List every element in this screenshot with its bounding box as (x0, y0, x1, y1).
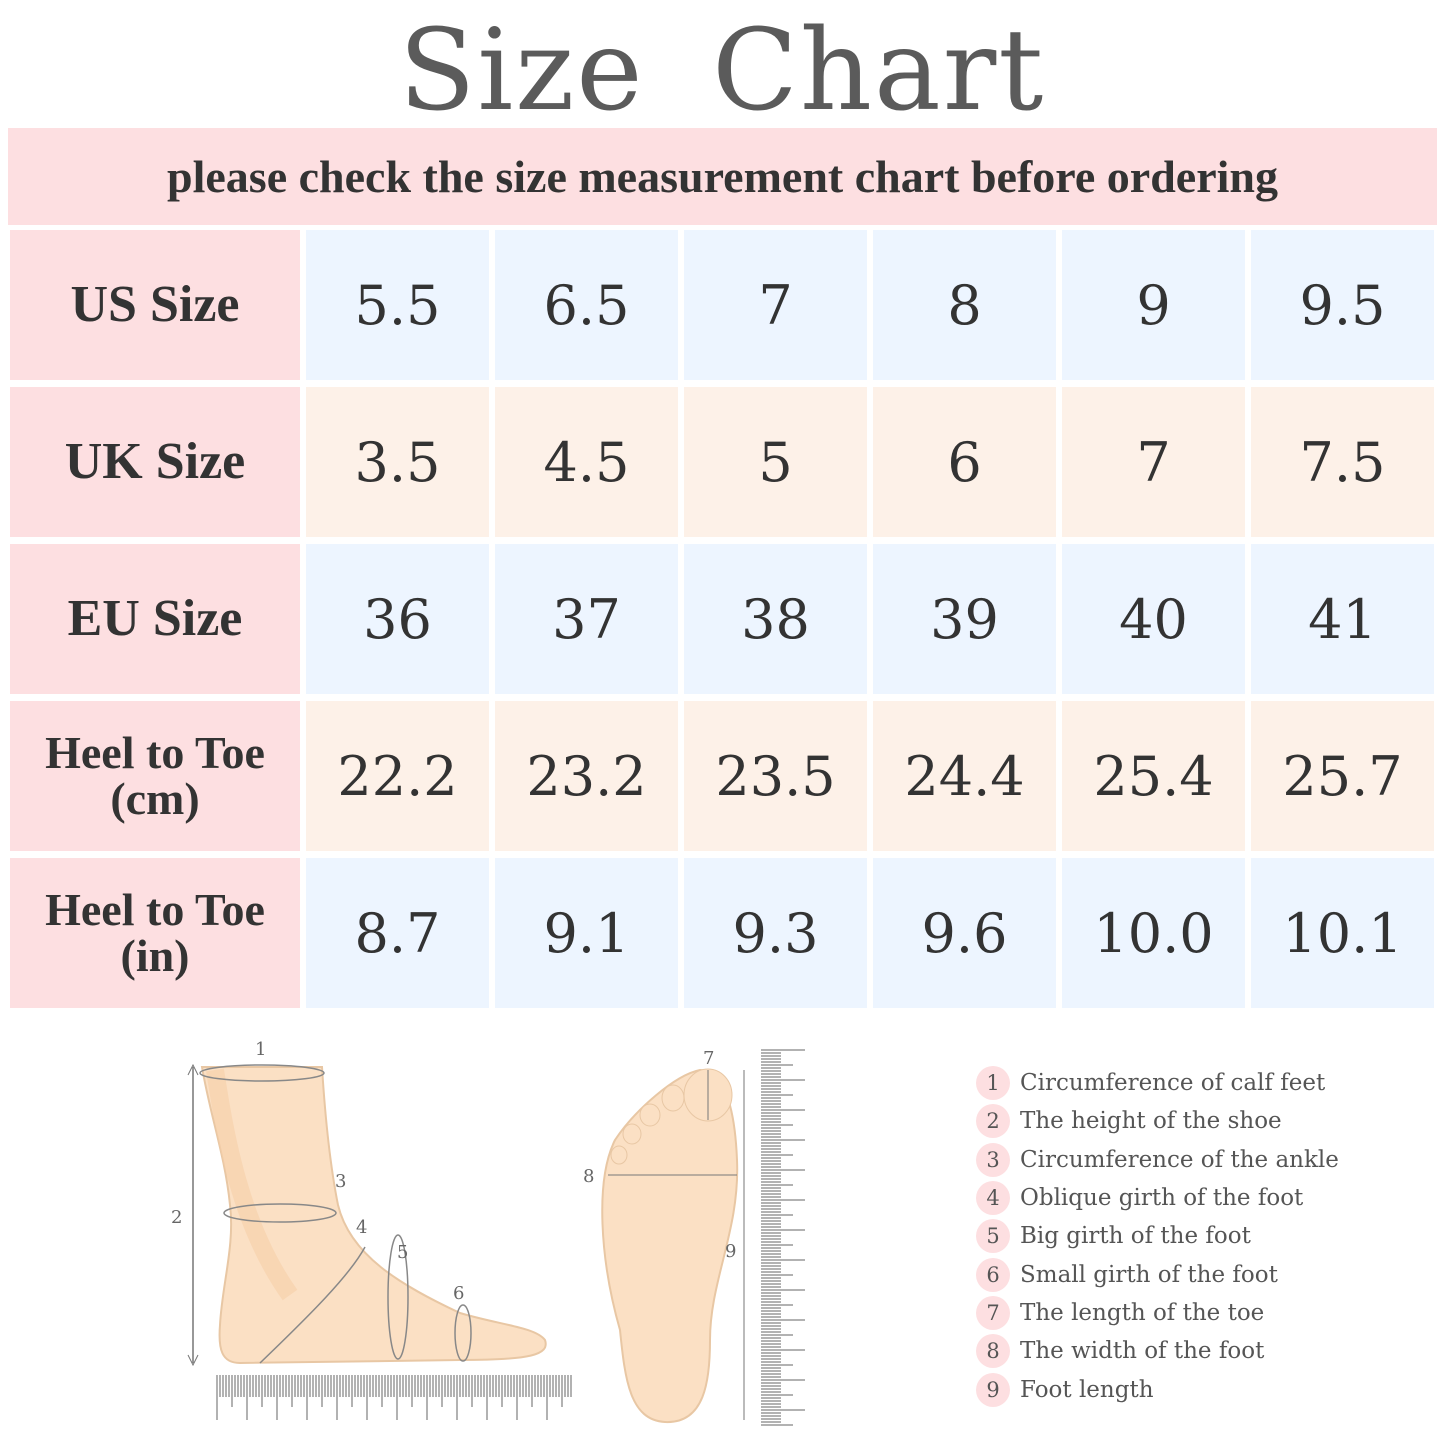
table-cell: 25.7 (1251, 701, 1434, 851)
diagram-number-6: 6 (453, 1283, 464, 1304)
legend-text: Big girth of the foot (1020, 1223, 1251, 1250)
table-cell: 36 (306, 544, 489, 694)
side-foot-illustration: 1 2 3 4 5 6 (171, 1039, 572, 1420)
table-cell: 5 (684, 387, 867, 537)
diagram-number-8: 8 (583, 1166, 594, 1187)
table-cell: 10.1 (1251, 858, 1434, 1008)
table-cell: 23.5 (684, 701, 867, 851)
instruction-banner: please check the size measurement chart … (8, 128, 1437, 225)
table-cell: 8.7 (306, 858, 489, 1008)
table-cell: 9.1 (495, 858, 678, 1008)
diagram-number-2: 2 (171, 1207, 182, 1228)
legend-item: 4 Oblique girth of the foot (976, 1179, 1339, 1217)
legend-text: The width of the foot (1020, 1338, 1265, 1365)
legend-text: Foot length (1020, 1376, 1154, 1403)
table-row: Heel to Toe (in) 8.7 9.1 9.3 9.6 10.0 10.1 (10, 858, 1434, 1008)
legend-text: Circumference of calf feet (1020, 1070, 1326, 1097)
table-cell: 24.4 (873, 701, 1056, 851)
legend-text: Small girth of the foot (1020, 1261, 1278, 1288)
table-cell: 9.5 (1251, 230, 1434, 380)
table-cell: 7 (684, 230, 867, 380)
table-cell: 22.2 (306, 701, 489, 851)
table-cell: 39 (873, 544, 1056, 694)
row-label: Heel to Toe (cm) (10, 701, 300, 851)
legend-item: 2 The height of the shoe (976, 1102, 1339, 1140)
legend-item: 9 Foot length (976, 1370, 1339, 1408)
table-cell: 37 (495, 544, 678, 694)
legend-number-badge: 5 (976, 1219, 1010, 1254)
measurement-legend: 1 Circumference of calf feet 2 The height o… (976, 1064, 1339, 1409)
row-label: UK Size (10, 387, 300, 537)
table-cell: 9.6 (873, 858, 1056, 1008)
table-cell: 40 (1062, 544, 1245, 694)
diagram-number-3: 3 (335, 1171, 346, 1192)
diagram-number-4: 4 (356, 1217, 367, 1238)
table-row: US Size 5.5 6.5 7 8 9 9.5 (10, 230, 1434, 380)
diagram-number-9: 9 (725, 1241, 736, 1262)
page-title: Size Chart (398, 6, 1046, 136)
table-cell: 9 (1062, 230, 1245, 380)
legend-number-badge: 1 (976, 1066, 1010, 1101)
legend-number-badge: 8 (976, 1334, 1010, 1369)
diagram-number-1: 1 (255, 1039, 266, 1060)
diagram-number-7: 7 (703, 1048, 714, 1069)
legend-item: 1 Circumference of calf feet (976, 1064, 1339, 1102)
table-cell: 7.5 (1251, 387, 1434, 537)
legend-text: The height of the shoe (1020, 1108, 1282, 1135)
legend-number-badge: 3 (976, 1142, 1010, 1177)
legend-item: 6 Small girth of the foot (976, 1255, 1339, 1293)
legend-text: Circumference of the ankle (1020, 1146, 1339, 1173)
row-label: EU Size (10, 544, 300, 694)
legend-number-badge: 6 (976, 1257, 1010, 1292)
row-label: US Size (10, 230, 300, 380)
table-cell: 6 (873, 387, 1056, 537)
table-cell: 3.5 (306, 387, 489, 537)
legend-number-badge: 2 (976, 1104, 1010, 1139)
table-cell: 41 (1251, 544, 1434, 694)
vertical-ruler (761, 1049, 805, 1426)
table-cell: 6.5 (495, 230, 678, 380)
table-cell: 8 (873, 230, 1056, 380)
legend-item: 8 The width of the foot (976, 1332, 1339, 1370)
row-label: Heel to Toe (in) (10, 858, 300, 1008)
legend-number-badge: 9 (976, 1372, 1010, 1407)
table-cell: 4.5 (495, 387, 678, 537)
table-cell: 23.2 (495, 701, 678, 851)
table-cell: 38 (684, 544, 867, 694)
table-cell: 7 (1062, 387, 1245, 537)
table-cell: 9.3 (684, 858, 867, 1008)
table-cell: 5.5 (306, 230, 489, 380)
table-cell: 10.0 (1062, 858, 1245, 1008)
legend-text: Oblique girth of the foot (1020, 1185, 1304, 1212)
horizontal-ruler (216, 1375, 572, 1420)
legend-item: 7 The length of the toe (976, 1294, 1339, 1332)
table-row: EU Size 36 37 38 39 40 41 (10, 544, 1434, 694)
legend-number-badge: 7 (976, 1295, 1010, 1330)
legend-item: 5 Big girth of the foot (976, 1217, 1339, 1255)
legend-item: 3 Circumference of the ankle (976, 1141, 1339, 1179)
legend-text: The length of the toe (1020, 1299, 1265, 1326)
table-cell: 25.4 (1062, 701, 1245, 851)
legend-number-badge: 4 (976, 1181, 1010, 1216)
table-row: UK Size 3.5 4.5 5 6 7 7.5 (10, 387, 1434, 537)
table-row: Heel to Toe (cm) 22.2 23.2 23.5 24.4 25.4 25.7 (10, 701, 1434, 851)
diagram-number-5: 5 (397, 1242, 408, 1263)
sole-illustration: 7 8 9 (583, 1048, 805, 1426)
